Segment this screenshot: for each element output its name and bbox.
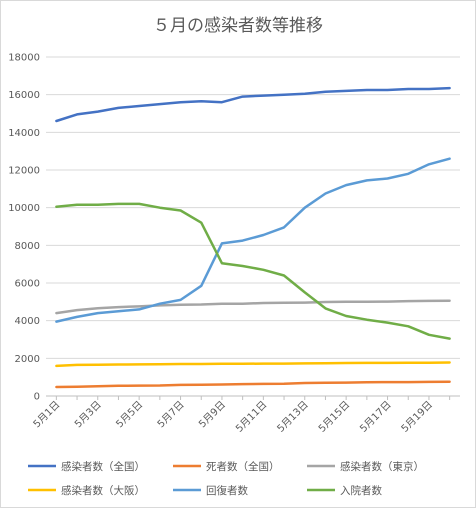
x-tick-label: 5月11日	[233, 399, 269, 435]
x-tick-label: 5月3日	[72, 399, 104, 431]
series-line	[55, 380, 451, 389]
x-tick-label: 5月15日	[316, 399, 352, 435]
y-tick-label: 2000	[15, 354, 40, 365]
y-tick-label: 16000	[8, 90, 40, 101]
x-tick-label: 5月5日	[114, 399, 146, 431]
legend-label: 入院者数	[340, 484, 382, 497]
x-tick-label: 5月19日	[399, 399, 435, 435]
legend-label: 感染者数（全国）	[61, 460, 145, 473]
x-tick-label: 5月1日	[31, 399, 63, 431]
y-tick-label: 6000	[15, 279, 40, 290]
y-tick-label: 18000	[8, 53, 40, 64]
y-axis: 0 2000 4000 6000 8000 10000 12000 14000 16000 180…	[8, 53, 40, 403]
series-line	[55, 157, 451, 323]
y-tick-label: 0	[34, 392, 40, 403]
series-line	[55, 202, 451, 340]
y-tick-label: 10000	[8, 203, 40, 214]
chart-title: ５月の感染者数等推移	[153, 16, 323, 36]
y-tick-label: 8000	[15, 241, 40, 252]
legend-label: 死者数（全国）	[206, 460, 280, 473]
gridlines	[46, 56, 460, 397]
x-tick-label: 5月9日	[196, 399, 228, 431]
x-tick-label: 5月13日	[275, 399, 311, 435]
legend-label: 回復者数	[206, 484, 248, 497]
series-line	[55, 86, 451, 123]
x-axis: 5月1日 5月3日 5月5日 5月7日 5月9日 5月11日 5月13日 5月15日 5月17日…	[31, 396, 451, 435]
series-line	[55, 361, 451, 368]
y-tick-label: 14000	[8, 128, 40, 139]
legend-label: 感染者数（大阪）	[61, 484, 145, 497]
x-tick-label: 5月17日	[358, 399, 394, 435]
series-line	[55, 299, 451, 315]
y-tick-label: 12000	[8, 166, 40, 177]
legend-label: 感染者数（東京）	[340, 460, 424, 473]
x-tick-label: 5月7日	[155, 399, 187, 431]
series-lines	[55, 86, 451, 389]
y-tick-label: 4000	[15, 316, 40, 327]
legend: 感染者数（全国） 死者数（全国） 感染者数（東京） 感染者数（大阪） 回復者数 入院者数	[28, 460, 424, 497]
